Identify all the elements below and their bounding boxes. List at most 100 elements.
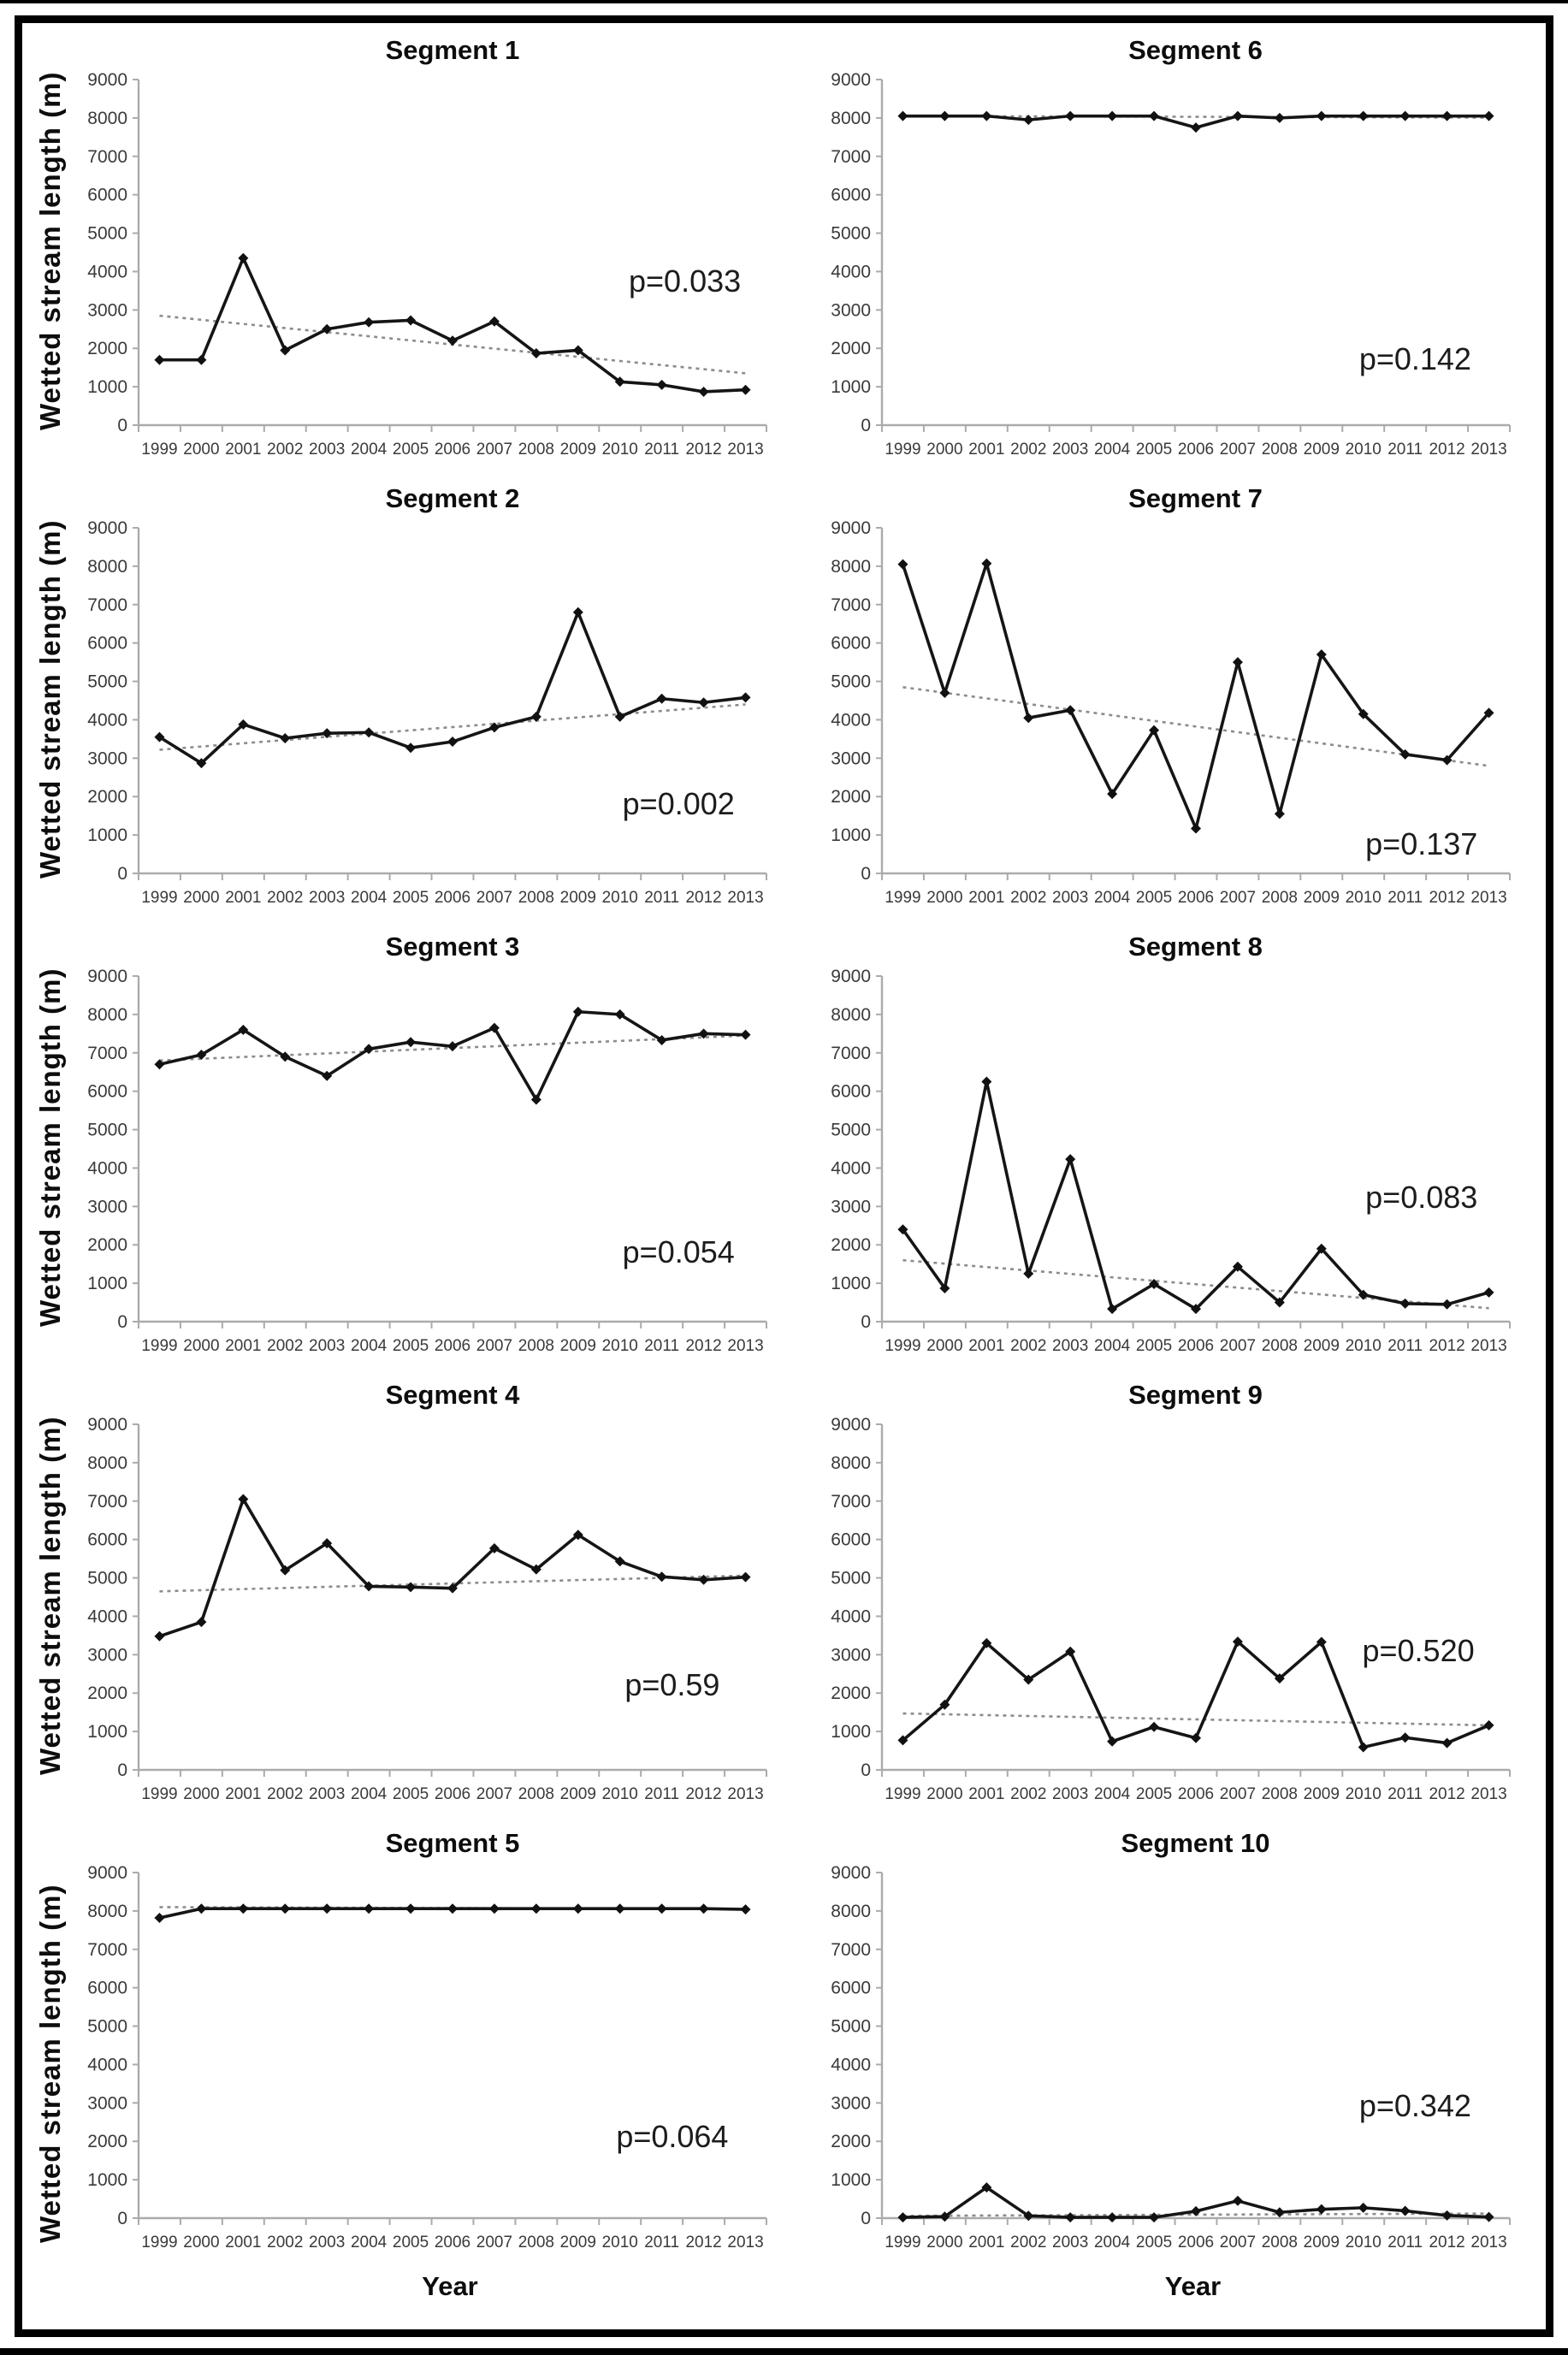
svg-text:2011: 2011 [644, 2234, 679, 2251]
svg-text:8000: 8000 [87, 109, 127, 128]
svg-text:6000: 6000 [831, 186, 871, 205]
chart-title: Segment 3 [385, 932, 520, 962]
svg-text:2005: 2005 [1135, 441, 1171, 459]
svg-text:2000: 2000 [926, 2234, 962, 2251]
svg-text:2007: 2007 [476, 441, 512, 459]
svg-text:2005: 2005 [393, 2234, 429, 2251]
svg-text:1999: 1999 [885, 2234, 920, 2251]
svg-text:4000: 4000 [831, 262, 871, 281]
svg-text:6000: 6000 [87, 634, 127, 654]
svg-text:2009: 2009 [560, 1785, 596, 1803]
svg-text:2000: 2000 [831, 2132, 871, 2151]
svg-text:2002: 2002 [267, 441, 303, 459]
svg-text:2000: 2000 [183, 1785, 219, 1803]
svg-text:2009: 2009 [560, 2234, 596, 2251]
p-value-label: p=0.002 [622, 786, 735, 822]
svg-text:9000: 9000 [87, 518, 127, 538]
line-chart-svg: 0 1000 2000 3000 4000 5000 6000 7000 8000 9000 199… [831, 518, 1511, 907]
p-value-label: p=0.342 [1358, 2087, 1471, 2123]
plot-area: 0 1000 2000 3000 4000 5000 6000 7000 8000 9000 199… [819, 964, 1520, 1366]
svg-text:2007: 2007 [1219, 2234, 1255, 2251]
svg-text:5000: 5000 [831, 1569, 871, 1589]
chart-segment-1: Wetted stream length (m) Segment 1 0 1000… [26, 32, 784, 470]
svg-text:2003: 2003 [309, 2234, 345, 2251]
p-value-label: p=0.054 [622, 1234, 735, 1270]
y-axis-title: Wetted stream length (m) [34, 1884, 66, 2243]
svg-text:2007: 2007 [1219, 889, 1255, 907]
svg-text:2008: 2008 [1261, 1785, 1297, 1803]
svg-text:2008: 2008 [518, 889, 554, 907]
svg-text:2006: 2006 [435, 1337, 470, 1355]
svg-text:6000: 6000 [831, 634, 871, 654]
svg-text:2003: 2003 [1052, 1785, 1088, 1803]
x-axis-title: Year [1164, 2271, 1222, 2301]
svg-text:3000: 3000 [87, 749, 127, 768]
svg-text:2004: 2004 [1093, 1785, 1130, 1803]
p-value-label: p=0.520 [1362, 1632, 1475, 1668]
svg-text:2005: 2005 [393, 441, 429, 459]
svg-text:2009: 2009 [560, 1337, 596, 1355]
svg-text:2006: 2006 [435, 889, 470, 907]
svg-text:3000: 3000 [87, 300, 127, 320]
chart-segment-3: Wetted stream length (m) Segment 3 0 1000… [26, 928, 784, 1366]
plot-area: 0 1000 2000 3000 4000 5000 6000 7000 8000 9000 199… [75, 68, 777, 470]
plot-area: 0 1000 2000 3000 4000 5000 6000 7000 8000 9000 199… [75, 516, 777, 918]
svg-text:2002: 2002 [267, 889, 303, 907]
svg-text:2006: 2006 [1177, 441, 1213, 459]
svg-text:6000: 6000 [87, 186, 127, 205]
svg-text:2000: 2000 [183, 441, 219, 459]
svg-text:2009: 2009 [560, 441, 596, 459]
svg-text:2002: 2002 [1010, 441, 1046, 459]
svg-text:5000: 5000 [87, 1121, 127, 1140]
svg-text:1999: 1999 [141, 1785, 177, 1803]
svg-text:2001: 2001 [968, 889, 1004, 907]
svg-text:2002: 2002 [1010, 889, 1046, 907]
svg-text:3000: 3000 [831, 749, 871, 768]
svg-text:0: 0 [117, 1760, 127, 1780]
svg-text:7000: 7000 [831, 147, 871, 167]
p-value-label: p=0.083 [1365, 1179, 1478, 1215]
svg-text:1000: 1000 [831, 1722, 871, 1742]
svg-text:2006: 2006 [1177, 1337, 1213, 1355]
svg-text:2009: 2009 [1303, 1337, 1339, 1355]
svg-text:8000: 8000 [87, 557, 127, 577]
svg-text:2004: 2004 [351, 441, 388, 459]
svg-text:1000: 1000 [87, 2170, 127, 2190]
svg-text:1999: 1999 [141, 2234, 177, 2251]
svg-text:9000: 9000 [831, 518, 871, 538]
svg-text:0: 0 [117, 1312, 127, 1332]
svg-text:2002: 2002 [267, 1337, 303, 1355]
svg-text:2012: 2012 [1429, 889, 1464, 907]
svg-text:2001: 2001 [225, 1785, 261, 1803]
svg-text:9000: 9000 [831, 70, 871, 90]
svg-text:1000: 1000 [831, 377, 871, 397]
svg-text:0: 0 [861, 2209, 871, 2228]
chart-title: Segment 4 [385, 1380, 520, 1410]
svg-text:2000: 2000 [831, 787, 871, 807]
p-value-label: p=0.59 [624, 1667, 720, 1703]
svg-text:2011: 2011 [644, 1337, 679, 1355]
svg-text:8000: 8000 [831, 109, 871, 128]
svg-text:6000: 6000 [831, 1530, 871, 1550]
svg-text:2012: 2012 [685, 1337, 721, 1355]
svg-text:2001: 2001 [968, 1337, 1004, 1355]
svg-text:3000: 3000 [831, 2093, 871, 2113]
svg-text:2001: 2001 [225, 441, 261, 459]
svg-text:2002: 2002 [1010, 1785, 1046, 1803]
svg-text:2000: 2000 [926, 441, 962, 459]
chart-title: Segment 7 [1128, 483, 1263, 513]
svg-text:2003: 2003 [309, 441, 345, 459]
svg-text:2004: 2004 [1093, 2234, 1130, 2251]
svg-text:2000: 2000 [926, 1785, 962, 1803]
svg-text:2009: 2009 [1303, 889, 1339, 907]
svg-text:8000: 8000 [87, 1005, 127, 1025]
chart-segment-6: Segment 6 0 1000 2000 3000 4000 5000 6000 7000 8… [784, 32, 1543, 470]
svg-text:3000: 3000 [831, 1197, 871, 1216]
svg-text:2005: 2005 [393, 1785, 429, 1803]
svg-text:8000: 8000 [87, 1453, 127, 1473]
svg-text:2005: 2005 [393, 889, 429, 907]
svg-text:2011: 2011 [1388, 441, 1423, 459]
svg-text:1999: 1999 [885, 1785, 920, 1803]
y-axis-title: Wetted stream length (m) [34, 967, 66, 1327]
